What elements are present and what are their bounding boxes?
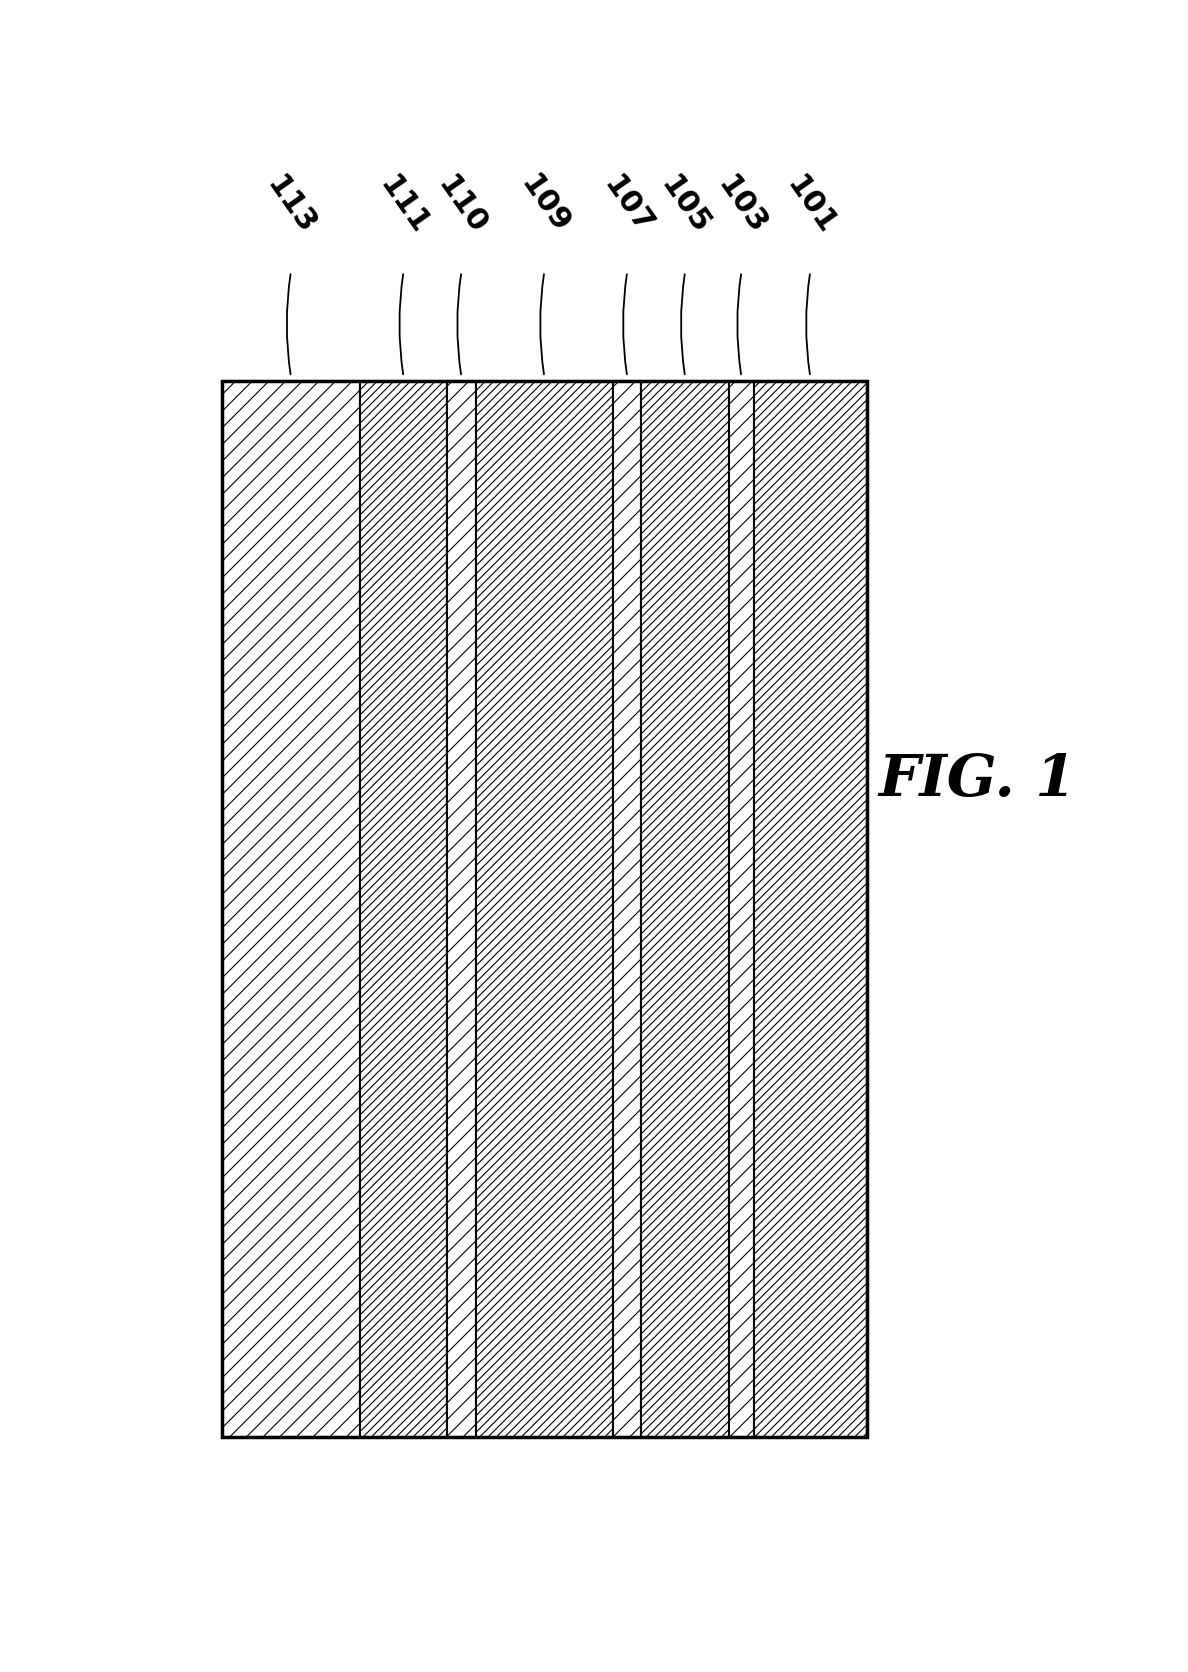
Text: 105: 105 xyxy=(655,171,715,239)
Text: 103: 103 xyxy=(712,171,772,239)
Bar xyxy=(360,381,448,1436)
Text: 107: 107 xyxy=(598,171,657,239)
Bar xyxy=(222,381,360,1436)
Bar xyxy=(475,381,613,1436)
Text: 113: 113 xyxy=(261,171,321,239)
Text: 101: 101 xyxy=(781,171,840,239)
Bar xyxy=(729,381,754,1436)
Bar xyxy=(754,381,867,1436)
Bar xyxy=(642,381,729,1436)
Text: 110: 110 xyxy=(431,171,492,239)
Bar xyxy=(222,381,867,1436)
Bar xyxy=(613,381,642,1436)
Text: 111: 111 xyxy=(373,171,434,239)
Text: 109: 109 xyxy=(514,171,575,239)
Bar xyxy=(448,381,475,1436)
Text: FIG. 1: FIG. 1 xyxy=(878,752,1076,808)
